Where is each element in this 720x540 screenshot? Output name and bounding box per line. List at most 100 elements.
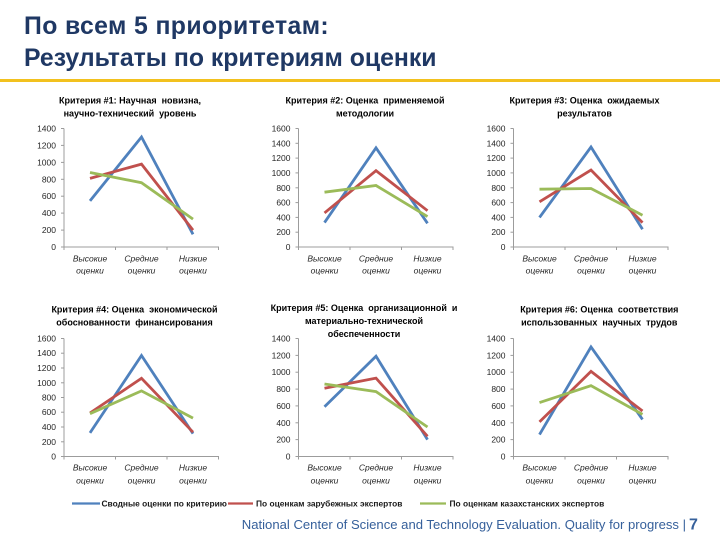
- svg-text:оценки: оценки: [414, 476, 442, 486]
- svg-text:1400: 1400: [37, 124, 56, 134]
- svg-text:оценки: оценки: [311, 266, 339, 276]
- svg-text:200: 200: [42, 225, 56, 235]
- svg-text:400: 400: [276, 418, 290, 428]
- svg-text:600: 600: [491, 198, 505, 208]
- svg-text:800: 800: [276, 183, 290, 193]
- svg-text:Критерия #5: Оценка организац: Критерия #5: Оценка организационной и: [271, 303, 458, 313]
- svg-text:Низкие: Низкие: [628, 254, 657, 264]
- svg-text:800: 800: [42, 393, 56, 403]
- svg-text:1200: 1200: [37, 140, 56, 150]
- svg-text:По оценкам казахстанских экспе: По оценкам казахстанских экспертов: [450, 499, 605, 509]
- svg-text:оценки: оценки: [577, 476, 605, 486]
- svg-text:1200: 1200: [272, 350, 291, 360]
- svg-text:Высокие: Высокие: [307, 463, 342, 473]
- svg-text:обоснованности финансирования: обоснованности финансирования: [56, 318, 212, 328]
- svg-text:600: 600: [276, 401, 290, 411]
- svg-text:Средние: Средние: [124, 254, 159, 264]
- svg-text:1400: 1400: [487, 334, 506, 344]
- svg-text:Критерия #6: Оценка соответст: Критерия #6: Оценка соответствия: [520, 305, 678, 315]
- svg-text:1400: 1400: [37, 348, 56, 358]
- svg-text:1400: 1400: [487, 138, 506, 148]
- svg-text:400: 400: [42, 422, 56, 432]
- svg-text:0: 0: [501, 242, 506, 252]
- svg-text:400: 400: [276, 212, 290, 222]
- svg-text:1000: 1000: [487, 367, 506, 377]
- svg-text:оценки: оценки: [362, 476, 390, 486]
- svg-text:Критерия #4: Оценка экономиче: Критерия #4: Оценка экономической: [51, 305, 217, 315]
- svg-text:оценки: оценки: [76, 476, 104, 486]
- svg-text:Низкие: Низкие: [179, 254, 208, 264]
- svg-text:1600: 1600: [272, 124, 291, 134]
- svg-text:1000: 1000: [37, 157, 56, 167]
- svg-text:800: 800: [276, 384, 290, 394]
- svg-text:Низкие: Низкие: [413, 254, 442, 264]
- svg-text:0: 0: [286, 452, 291, 462]
- svg-text:1000: 1000: [272, 367, 291, 377]
- svg-text:Высокие: Высокие: [522, 463, 557, 473]
- svg-text:использованных научных трудо: использованных научных трудов: [521, 318, 678, 328]
- svg-text:оценки: оценки: [414, 266, 442, 276]
- svg-text:методологии: методологии: [336, 109, 394, 119]
- svg-text:200: 200: [276, 227, 290, 237]
- svg-text:Низкие: Низкие: [179, 463, 208, 473]
- svg-text:1000: 1000: [487, 168, 506, 178]
- svg-text:600: 600: [276, 198, 290, 208]
- svg-text:оценки: оценки: [76, 266, 104, 276]
- svg-text:оценки: оценки: [526, 266, 554, 276]
- svg-text:200: 200: [42, 437, 56, 447]
- svg-text:материально-технической: материально-технической: [305, 316, 423, 326]
- svg-text:Низкие: Низкие: [413, 463, 442, 473]
- svg-text:Критерия #1: Научная новизна,: Критерия #1: Научная новизна,: [59, 96, 201, 106]
- svg-text:0: 0: [51, 242, 56, 252]
- svg-text:1000: 1000: [37, 378, 56, 388]
- svg-text:400: 400: [491, 212, 505, 222]
- svg-text:Средние: Средние: [574, 463, 609, 473]
- svg-text:Низкие: Низкие: [628, 463, 657, 473]
- svg-text:600: 600: [42, 407, 56, 417]
- svg-text:1600: 1600: [37, 334, 56, 344]
- svg-text:200: 200: [491, 435, 505, 445]
- svg-text:оценки: оценки: [362, 266, 390, 276]
- svg-text:Сводные оценки по критерию: Сводные оценки по критерию: [102, 499, 227, 509]
- svg-text:научно-технический уровень: научно-технический уровень: [64, 109, 197, 119]
- svg-text:0: 0: [501, 452, 506, 462]
- svg-text:7: 7: [689, 517, 698, 534]
- svg-text:1600: 1600: [487, 124, 506, 134]
- svg-text:Высокие: Высокие: [307, 254, 342, 264]
- svg-text:800: 800: [42, 174, 56, 184]
- svg-text:оценки: оценки: [311, 476, 339, 486]
- svg-text:1000: 1000: [272, 168, 291, 178]
- svg-text:оценки: оценки: [629, 266, 657, 276]
- svg-text:Высокие: Высокие: [522, 254, 557, 264]
- svg-text:оценки: оценки: [179, 476, 207, 486]
- svg-text:Критерия #3: Оценка ожидаемых: Критерия #3: Оценка ожидаемых: [510, 96, 660, 106]
- svg-text:оценки: оценки: [629, 476, 657, 486]
- svg-text:Средние: Средние: [574, 254, 609, 264]
- svg-text:1200: 1200: [487, 350, 506, 360]
- svg-text:0: 0: [51, 452, 56, 462]
- svg-text:оценки: оценки: [128, 476, 156, 486]
- svg-text:400: 400: [42, 208, 56, 218]
- svg-text:1400: 1400: [272, 334, 291, 344]
- svg-text:оценки: оценки: [128, 266, 156, 276]
- svg-text:обеспеченности: обеспеченности: [328, 329, 401, 339]
- svg-text:Средние: Средние: [124, 463, 159, 473]
- svg-text:0: 0: [286, 242, 291, 252]
- svg-text:National Center of Science and: National Center of Science and Technolog…: [242, 517, 686, 532]
- svg-text:оценки: оценки: [526, 476, 554, 486]
- svg-text:По оценкам зарубежных эксперто: По оценкам зарубежных экспертов: [256, 499, 402, 509]
- svg-text:оценки: оценки: [577, 266, 605, 276]
- svg-text:1200: 1200: [487, 153, 506, 163]
- svg-text:1200: 1200: [272, 153, 291, 163]
- svg-text:400: 400: [491, 418, 505, 428]
- svg-text:результатов: результатов: [557, 109, 612, 119]
- svg-text:200: 200: [491, 227, 505, 237]
- svg-text:1200: 1200: [37, 363, 56, 373]
- svg-text:800: 800: [491, 183, 505, 193]
- svg-text:1400: 1400: [272, 138, 291, 148]
- svg-text:оценки: оценки: [179, 266, 207, 276]
- svg-text:Средние: Средние: [359, 463, 394, 473]
- svg-text:Критерия #2: Оценка применяем: Критерия #2: Оценка применяемой: [286, 96, 445, 106]
- svg-text:Средние: Средние: [359, 254, 394, 264]
- svg-text:600: 600: [42, 191, 56, 201]
